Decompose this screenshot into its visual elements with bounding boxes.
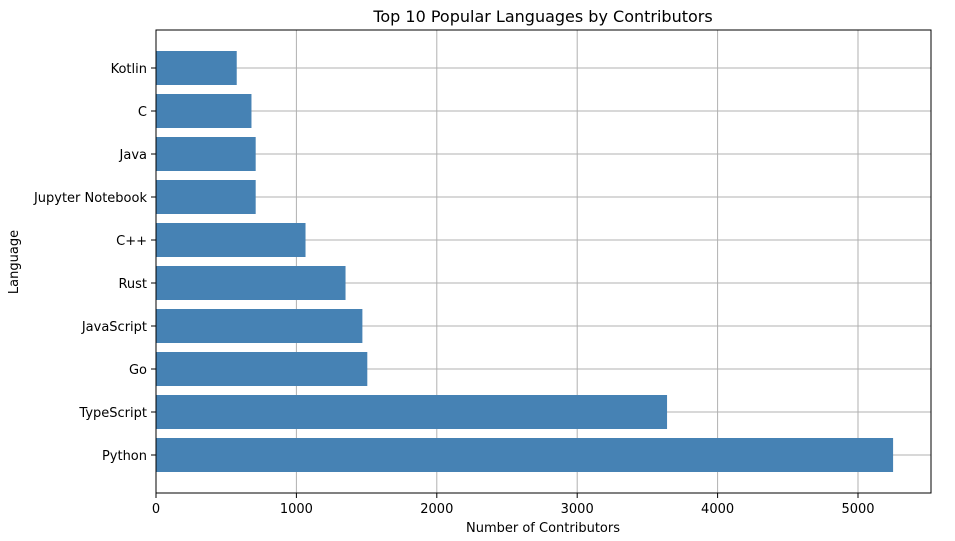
bar [156,266,346,300]
plot-frame [155,29,932,494]
x-axis-label: Number of Contributors [466,521,620,536]
bars-layer [156,51,894,472]
y-tick-label: Kotlin [111,62,147,77]
y-tick-label: Rust [118,277,147,292]
y-tick-label: C++ [116,234,147,249]
y-tick-label: TypeScript [78,406,147,421]
bar [156,180,256,214]
bar [156,438,894,472]
bar [156,51,237,85]
x-tick-label: 1000 [280,502,313,517]
y-tick-label: Java [119,148,147,163]
y-axis-label: Language [7,230,22,294]
y-tick-label: JavaScript [81,320,147,335]
bar [156,309,363,343]
x-tick-label: 4000 [701,502,734,517]
bar [156,94,252,128]
chart-title: Top 10 Popular Languages by Contributors [372,7,712,26]
bar [156,395,668,429]
x-tick-label: 5000 [841,502,874,517]
x-tick-label: 3000 [561,502,594,517]
bar [156,137,256,171]
bar [156,352,368,386]
y-tick-label: Python [102,449,147,464]
y-tick-label: Jupyter Notebook [33,191,148,206]
y-tick-label: C [138,105,147,120]
x-axis: 0 1000 2000 3000 4000 5000 [152,493,875,517]
y-tick-label: Go [129,363,147,378]
x-tick-label: 2000 [420,502,453,517]
y-axis: Python TypeScript Go JavaScript Rust C++ Jupyt… [33,62,156,464]
x-tick-label: 0 [152,502,160,517]
bar [156,223,306,257]
